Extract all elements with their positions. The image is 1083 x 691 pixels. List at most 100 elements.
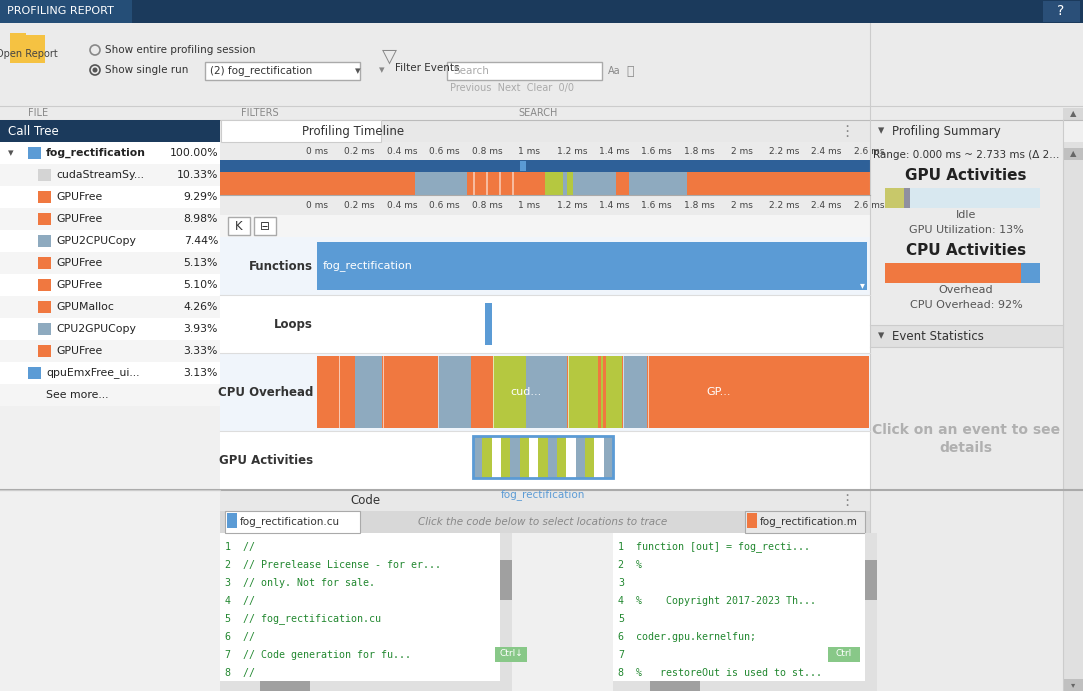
Bar bbox=[0, 296, 220, 318]
Bar bbox=[220, 195, 870, 490]
Bar bbox=[38, 191, 51, 203]
Bar bbox=[1043, 1, 1080, 22]
Text: ▾: ▾ bbox=[1071, 681, 1075, 690]
Bar bbox=[220, 142, 870, 160]
Text: 9.29%: 9.29% bbox=[184, 192, 218, 202]
Text: Event Statistics: Event Statistics bbox=[892, 330, 983, 343]
Bar bbox=[383, 356, 410, 428]
Text: SEARCH: SEARCH bbox=[519, 108, 558, 118]
Bar bbox=[339, 356, 355, 428]
Text: GPUFree: GPUFree bbox=[56, 346, 102, 356]
Text: 2 ms: 2 ms bbox=[731, 146, 753, 155]
Bar bbox=[220, 511, 870, 533]
Text: Click the code below to select locations to trace: Click the code below to select locations… bbox=[418, 517, 667, 527]
Text: (2) fog_rectification: (2) fog_rectification bbox=[210, 66, 312, 77]
Text: Click on an event to see: Click on an event to see bbox=[872, 423, 1060, 437]
Bar bbox=[595, 436, 603, 478]
Text: ▾: ▾ bbox=[355, 66, 361, 76]
Bar bbox=[745, 511, 865, 533]
Text: GPUFree: GPUFree bbox=[56, 280, 102, 290]
Text: Show entire profiling session: Show entire profiling session bbox=[105, 45, 256, 55]
Text: 2.4 ms: 2.4 ms bbox=[811, 200, 841, 209]
Text: PROFILING REPORT: PROFILING REPORT bbox=[6, 6, 114, 16]
Bar bbox=[828, 647, 860, 662]
Bar bbox=[415, 172, 467, 195]
Bar bbox=[558, 172, 616, 195]
Bar bbox=[438, 356, 471, 428]
Text: 0 ms: 0 ms bbox=[306, 146, 328, 155]
Bar bbox=[500, 533, 512, 691]
Bar bbox=[0, 164, 220, 186]
Bar bbox=[0, 384, 220, 406]
Bar bbox=[220, 195, 870, 215]
Text: Call Tree: Call Tree bbox=[8, 124, 58, 138]
Text: cudaStreamSy...: cudaStreamSy... bbox=[56, 170, 144, 180]
Bar bbox=[1021, 263, 1040, 283]
Bar bbox=[675, 356, 867, 428]
Text: ▾: ▾ bbox=[8, 148, 14, 158]
Bar bbox=[557, 436, 566, 478]
Bar bbox=[38, 279, 51, 291]
Bar bbox=[221, 120, 381, 142]
Bar bbox=[0, 490, 1083, 691]
Bar bbox=[0, 208, 220, 230]
Bar bbox=[885, 188, 903, 208]
Text: fog_rectification: fog_rectification bbox=[323, 261, 413, 272]
Bar bbox=[510, 436, 520, 478]
Text: Profiling Summary: Profiling Summary bbox=[892, 124, 1001, 138]
Bar bbox=[317, 356, 869, 428]
Text: qpuEmxFree_ui...: qpuEmxFree_ui... bbox=[45, 368, 140, 379]
Bar bbox=[492, 436, 501, 478]
Bar bbox=[554, 172, 563, 195]
Bar bbox=[870, 120, 1064, 142]
Text: 0.4 ms: 0.4 ms bbox=[387, 146, 417, 155]
Text: 1.2 ms: 1.2 ms bbox=[557, 146, 587, 155]
Text: 0.6 ms: 0.6 ms bbox=[429, 200, 459, 209]
Text: 0.6 ms: 0.6 ms bbox=[429, 146, 459, 155]
Bar bbox=[0, 186, 220, 208]
Text: Ctrl↓: Ctrl↓ bbox=[499, 650, 523, 659]
Text: Loops: Loops bbox=[274, 317, 313, 330]
Text: 0.2 ms: 0.2 ms bbox=[344, 200, 375, 209]
Text: 3.93%: 3.93% bbox=[184, 324, 218, 334]
Bar bbox=[545, 172, 554, 195]
Bar bbox=[520, 436, 529, 478]
Text: 10.33%: 10.33% bbox=[177, 170, 218, 180]
Bar bbox=[0, 230, 220, 252]
Bar bbox=[613, 681, 870, 691]
Bar bbox=[648, 356, 675, 428]
Text: CPU Overhead: 92%: CPU Overhead: 92% bbox=[910, 300, 1022, 310]
Text: 2.6 ms: 2.6 ms bbox=[853, 200, 884, 209]
Bar bbox=[471, 356, 493, 428]
Bar bbox=[355, 356, 382, 428]
Bar bbox=[486, 172, 488, 195]
Text: 2  %: 2 % bbox=[618, 560, 642, 570]
Text: 1  function [out] = fog_recti...: 1 function [out] = fog_recti... bbox=[618, 542, 810, 552]
Bar bbox=[473, 172, 475, 195]
Bar bbox=[0, 0, 132, 23]
Bar bbox=[501, 436, 510, 478]
Text: 7: 7 bbox=[618, 650, 624, 660]
Bar bbox=[38, 257, 51, 269]
Bar bbox=[220, 215, 870, 237]
Bar bbox=[567, 172, 573, 195]
Text: 0.8 ms: 0.8 ms bbox=[471, 146, 503, 155]
Text: Filter Events: Filter Events bbox=[395, 63, 459, 73]
Text: 1.4 ms: 1.4 ms bbox=[599, 200, 629, 209]
Text: GPU Activities: GPU Activities bbox=[219, 454, 313, 467]
Bar bbox=[629, 172, 687, 195]
Bar bbox=[0, 340, 220, 362]
Bar bbox=[598, 356, 600, 428]
Bar bbox=[520, 161, 526, 171]
Text: 3  // only. Not for sale.: 3 // only. Not for sale. bbox=[225, 578, 375, 588]
Text: 0.8 ms: 0.8 ms bbox=[471, 200, 503, 209]
Bar bbox=[512, 172, 514, 195]
Text: CPU Overhead: CPU Overhead bbox=[218, 386, 313, 399]
Text: fog_rectification: fog_rectification bbox=[45, 148, 146, 158]
Bar bbox=[317, 242, 867, 290]
Text: ▾: ▾ bbox=[878, 124, 884, 138]
Text: 5: 5 bbox=[618, 614, 624, 624]
Text: 1 ms: 1 ms bbox=[519, 200, 540, 209]
Bar bbox=[495, 647, 527, 662]
Text: 2 ms: 2 ms bbox=[731, 200, 753, 209]
